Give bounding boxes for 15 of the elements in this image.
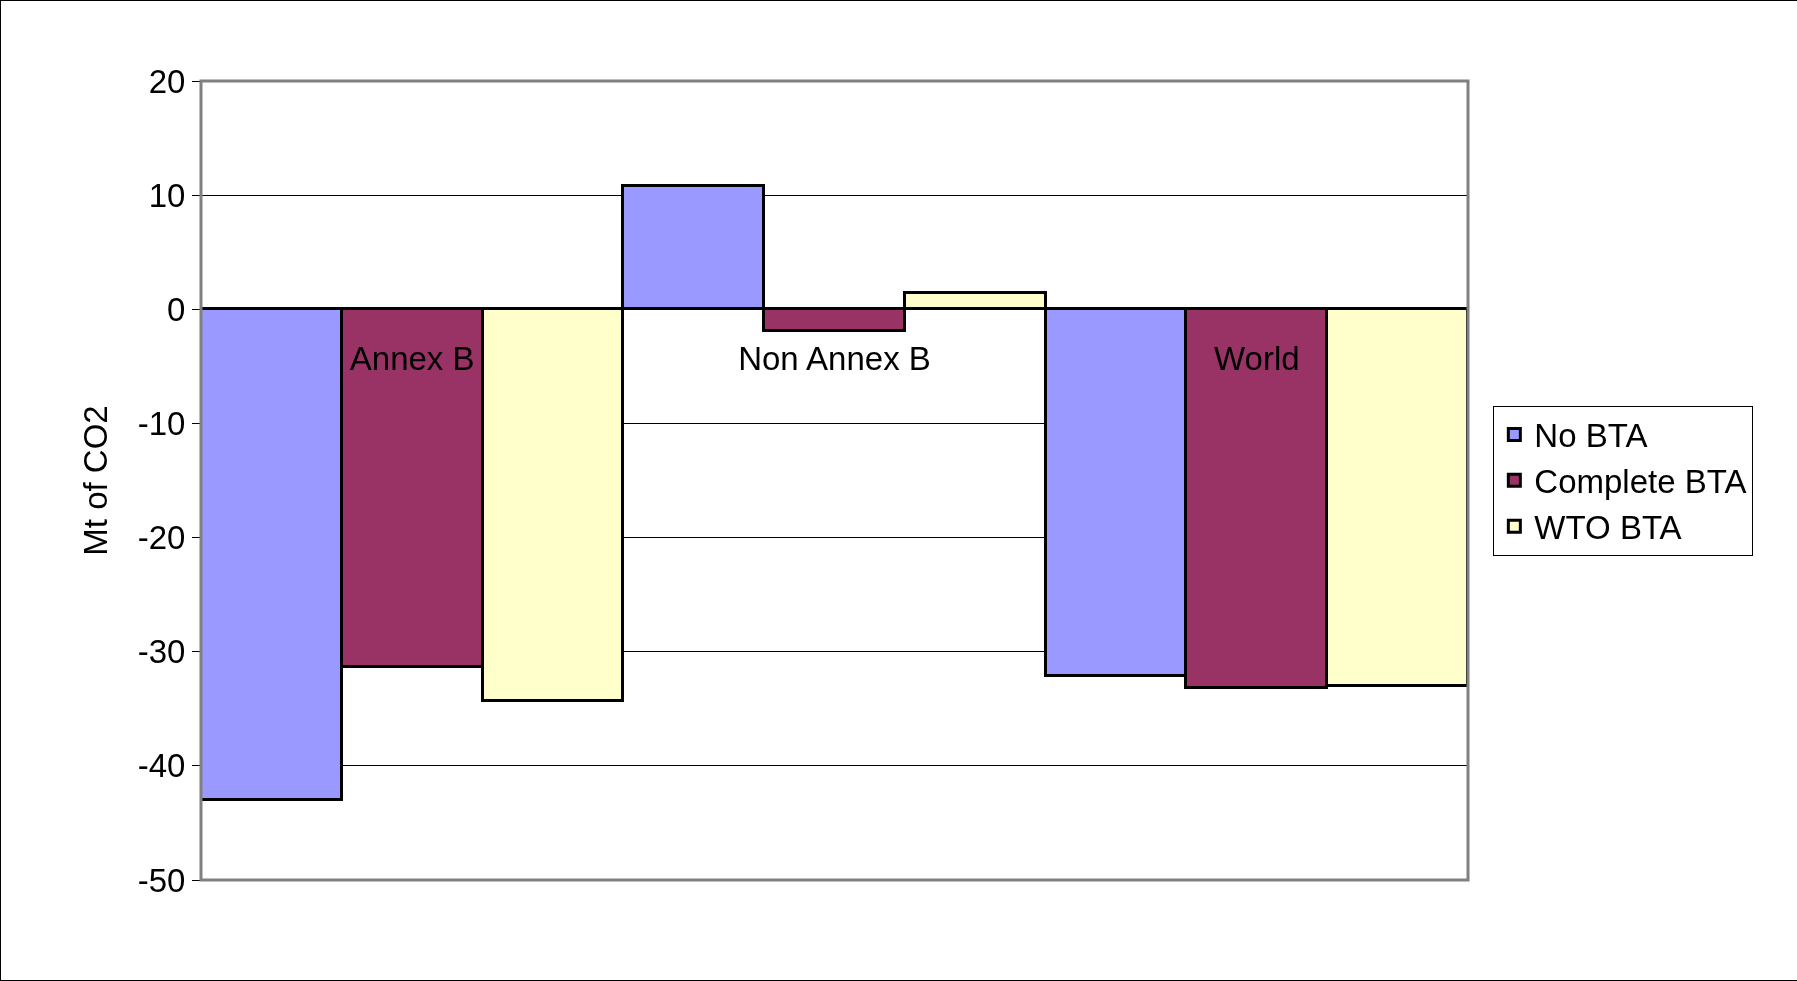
y-axis-title: Mt of CO2 [76,405,114,556]
y-tick-label: 0 [167,290,186,328]
x-tick-label: World [1214,339,1300,377]
y-tick-label: -40 [137,747,186,785]
legend-label: Complete BTA [1534,463,1747,501]
y-tick-label: -30 [137,633,186,671]
x-tick-label: Non Annex B [738,339,931,377]
y-tick-label: 10 [148,176,186,214]
y-tick-label: -20 [137,519,186,557]
legend-label: No BTA [1534,417,1648,455]
y-tick-label: 20 [148,62,186,100]
x-tick-label: Annex B [349,339,475,377]
legend-label: WTO BTA [1534,509,1682,547]
y-tick-label: -10 [137,404,186,442]
y-tick-label: -50 [137,861,186,899]
